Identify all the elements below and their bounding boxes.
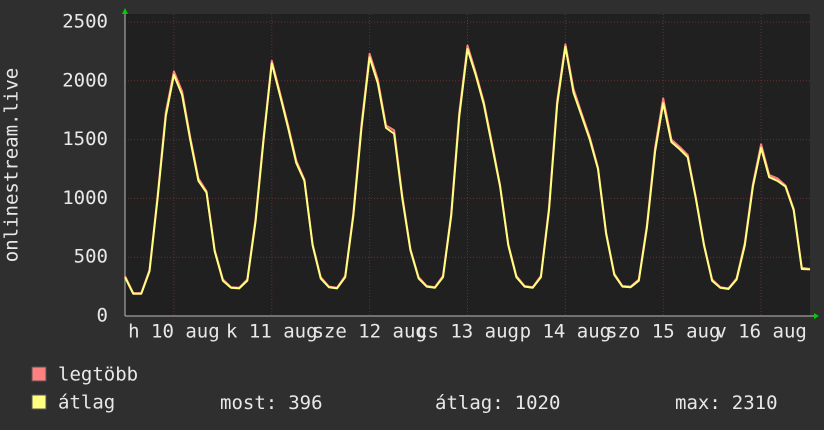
axis-arrow xyxy=(814,313,819,319)
x-tick-label: k 11 aug xyxy=(226,321,318,343)
y-tick-label: 500 xyxy=(74,246,108,268)
y-tick-label: 2000 xyxy=(62,69,108,91)
stat-value: 396 xyxy=(288,392,322,414)
stat: átlag: 1020 xyxy=(435,392,560,414)
x-tick-label: szo 15 aug xyxy=(606,321,720,343)
legend-swatch xyxy=(31,366,47,382)
axis-arrow xyxy=(122,8,128,14)
legend-swatch xyxy=(31,394,47,410)
legend-label: legtöbb xyxy=(58,364,138,386)
x-tick-label: h 10 aug xyxy=(128,321,220,343)
y-axis-label: onlinestream.live xyxy=(1,68,23,262)
x-tick-label: cs 13 aug xyxy=(416,321,519,343)
y-tick-label: 1500 xyxy=(62,128,108,150)
stat-label: most: xyxy=(220,392,277,414)
series-line xyxy=(124,45,811,295)
legend-label: átlag xyxy=(58,392,115,414)
x-tick-label: p 14 aug xyxy=(520,321,612,343)
stat-value: 2310 xyxy=(732,392,778,414)
y-tick-label: 0 xyxy=(97,305,108,327)
stat-label: max: xyxy=(675,392,721,414)
x-tick-label: v 16 aug xyxy=(715,321,807,343)
x-tick-label: sze 12 aug xyxy=(312,321,426,343)
y-tick-label: 1000 xyxy=(62,187,108,209)
y-tick-label: 2500 xyxy=(62,11,108,33)
stat-label: átlag: xyxy=(435,392,504,414)
stat: max: 2310 xyxy=(675,392,778,414)
stat: most: 396 xyxy=(220,392,323,414)
stat-value: 1020 xyxy=(515,392,561,414)
